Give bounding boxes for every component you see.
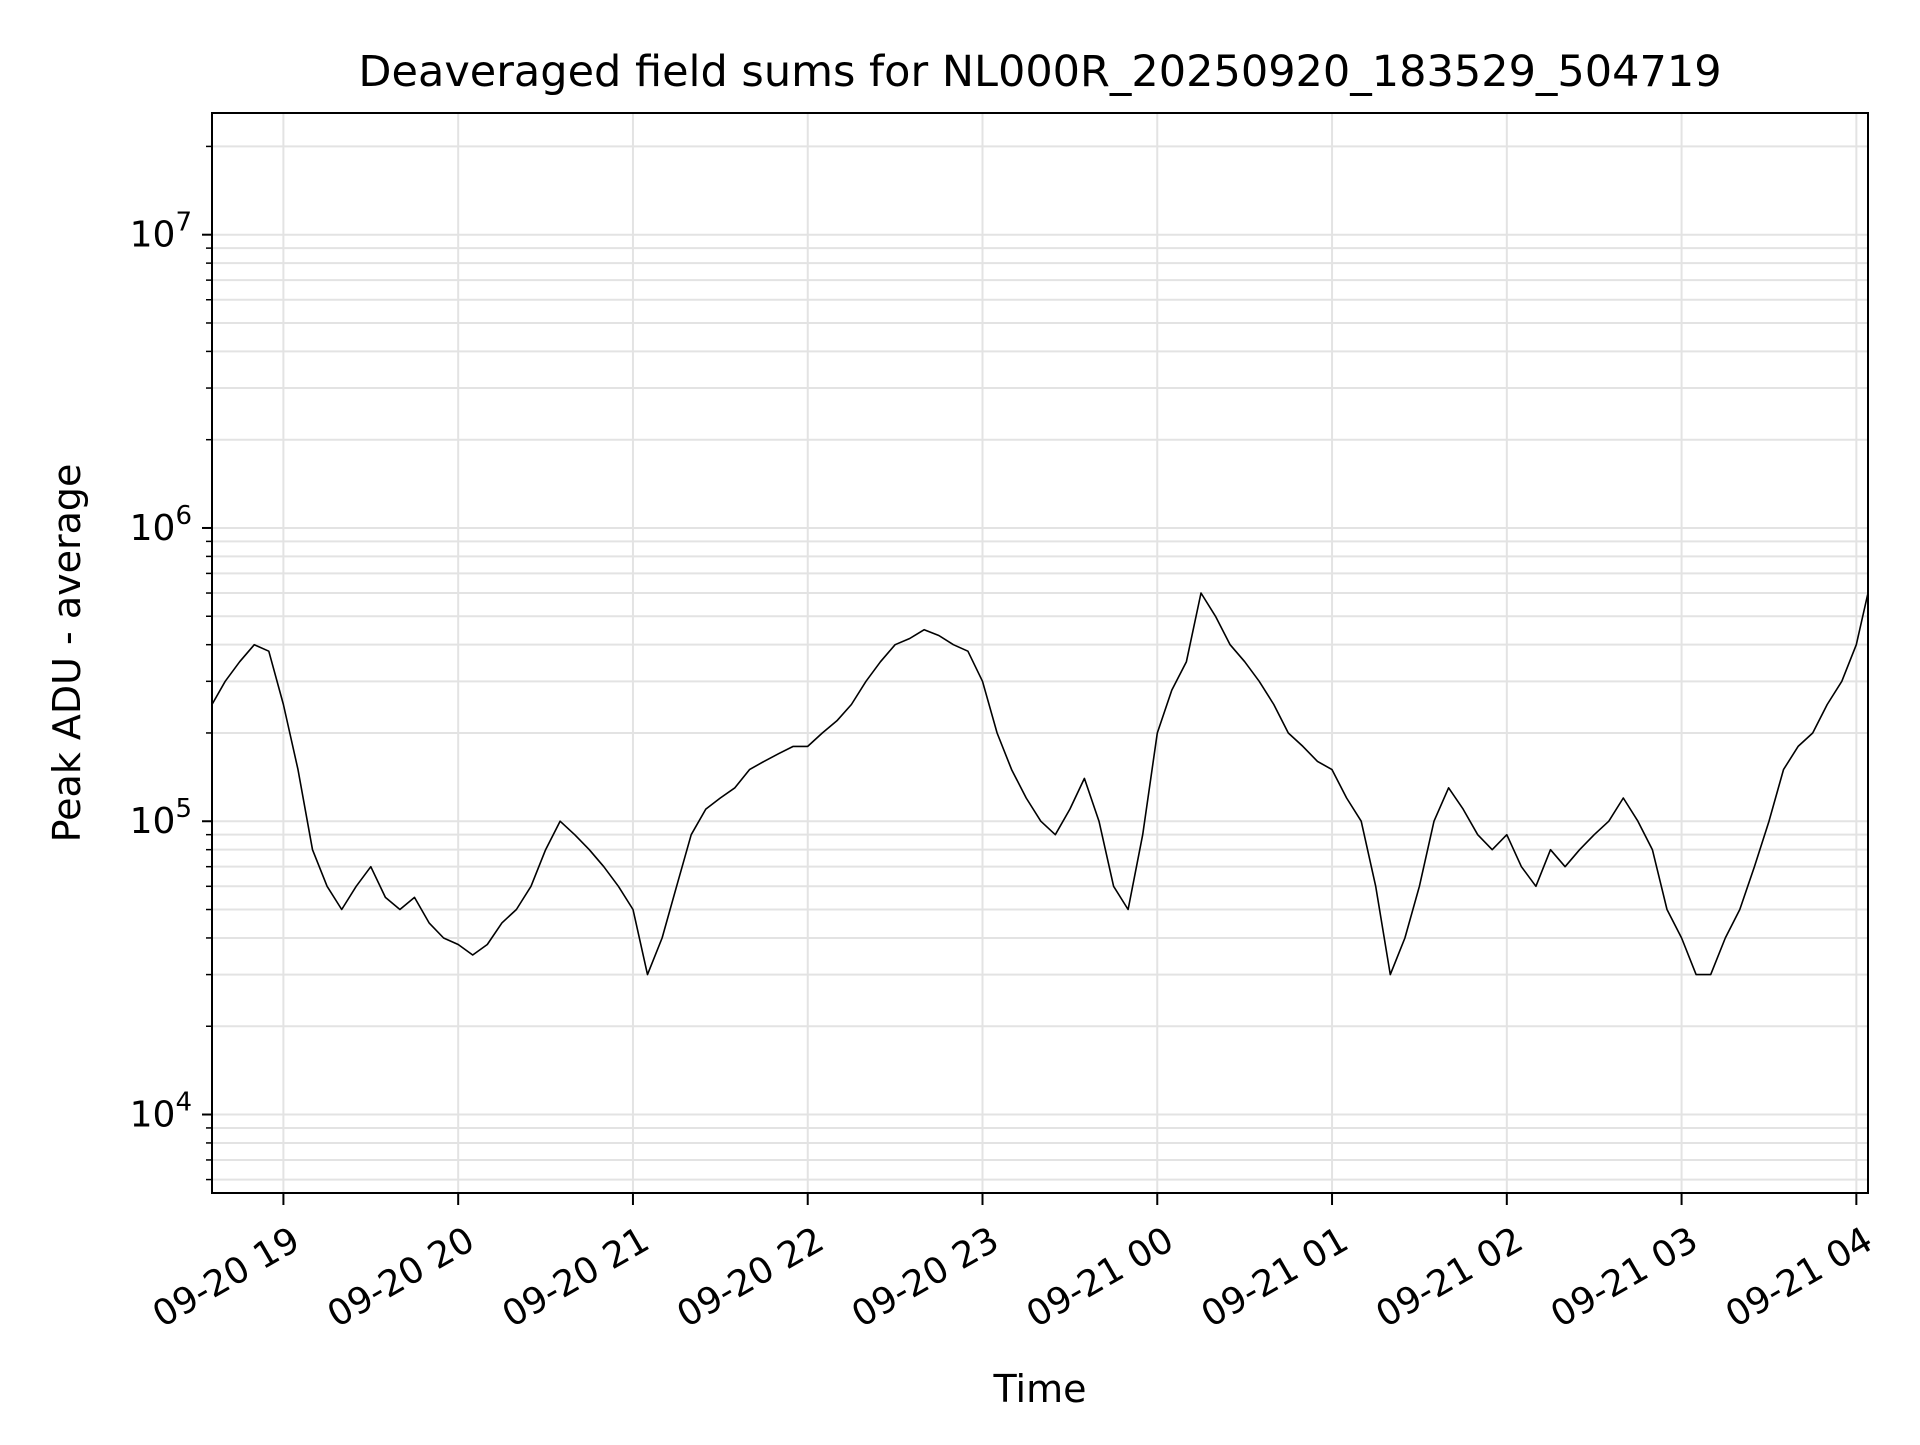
y-tick-label: 106 — [130, 501, 192, 549]
series-line-0 — [211, 592, 1869, 976]
y-tick-label: 104 — [130, 1088, 192, 1136]
grid — [212, 113, 1868, 1193]
y-tick-label: 105 — [130, 794, 192, 842]
x-axis-label: Time — [993, 1367, 1087, 1411]
plot-frame — [211, 112, 1869, 1194]
y-axis-label: Peak ADU - average — [45, 464, 89, 843]
y-tick-label: 107 — [130, 208, 192, 256]
chart-title: Deaveraged field sums for NL000R_2025092… — [358, 47, 1721, 97]
data-line-layer — [211, 592, 1869, 976]
